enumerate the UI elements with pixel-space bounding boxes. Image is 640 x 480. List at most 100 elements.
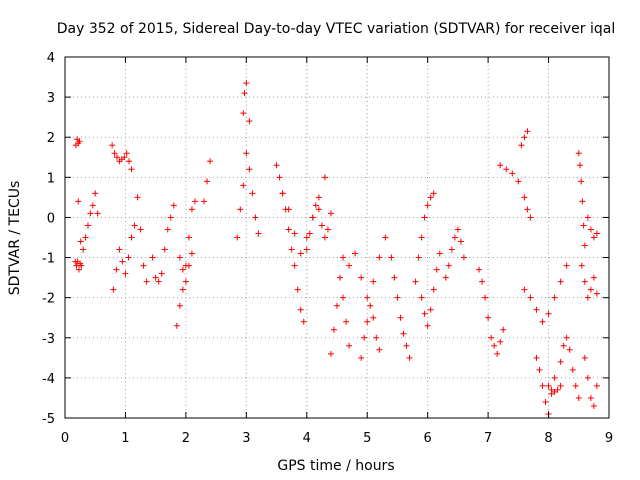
data-point: [291, 262, 298, 269]
data-point: [551, 374, 558, 381]
data-point: [551, 388, 558, 395]
data-point: [92, 190, 99, 197]
data-point: [125, 254, 132, 261]
data-point: [346, 262, 353, 269]
data-point: [87, 210, 94, 217]
data-point: [140, 262, 147, 269]
data-point: [554, 386, 561, 393]
data-point: [334, 302, 340, 309]
data-point: [557, 278, 564, 285]
data-point: [491, 342, 498, 349]
data-point: [273, 162, 280, 169]
data-point: [397, 314, 404, 321]
data-point: [557, 358, 564, 365]
data-point: [361, 334, 368, 341]
data-point: [576, 162, 583, 169]
data-point: [113, 266, 120, 273]
data-point: [116, 246, 123, 253]
data-point: [509, 170, 516, 177]
data-point: [584, 294, 591, 301]
data-points: [72, 80, 600, 417]
data-point: [451, 234, 458, 241]
data-point: [557, 382, 564, 389]
data-point: [246, 166, 253, 173]
data-point: [288, 246, 295, 253]
data-point: [454, 226, 461, 233]
data-point: [346, 342, 353, 349]
data-point: [240, 182, 247, 189]
data-point: [382, 234, 389, 241]
data-point: [427, 194, 434, 201]
y-tick-label: 3: [47, 91, 55, 106]
x-tick-label: 4: [303, 431, 311, 446]
data-point: [243, 80, 250, 87]
y-tick-label: 1: [47, 171, 55, 186]
data-point: [121, 154, 128, 161]
data-point: [524, 206, 531, 213]
y-axis-label: SDTVAR / TECUs: [7, 181, 23, 296]
data-point: [315, 206, 322, 213]
data-point: [324, 226, 331, 233]
data-point: [173, 322, 180, 329]
x-tick-labels: 0 1 2 3 4 5 6 7 8 9: [61, 431, 613, 446]
data-point: [167, 214, 174, 221]
data-point: [182, 278, 189, 285]
data-point: [134, 194, 141, 201]
data-point: [488, 334, 495, 341]
y-tick-labels: 4 3 2 1 0 -1 -2 -3 -4 -5: [42, 51, 55, 427]
data-point: [204, 178, 211, 185]
data-point: [207, 158, 214, 165]
data-point: [113, 154, 120, 161]
data-point: [581, 354, 588, 361]
data-point: [590, 274, 597, 281]
data-point: [536, 366, 543, 373]
data-point: [352, 250, 359, 257]
data-point: [518, 142, 525, 149]
data-point: [80, 246, 87, 253]
data-point: [482, 294, 489, 301]
data-point: [412, 278, 419, 285]
data-point: [188, 250, 195, 257]
data-point: [424, 202, 431, 209]
data-point: [503, 166, 510, 173]
data-point: [578, 262, 585, 269]
data-point: [581, 242, 588, 249]
data-point: [421, 214, 428, 221]
data-point: [343, 318, 350, 325]
data-point: [249, 190, 256, 197]
data-point: [587, 394, 594, 401]
data-point: [94, 210, 101, 217]
data-point: [442, 274, 449, 281]
data-point: [560, 342, 567, 349]
data-point: [109, 142, 116, 149]
data-point: [303, 246, 310, 253]
data-point: [306, 230, 313, 237]
data-point: [152, 274, 159, 281]
data-point: [119, 258, 126, 265]
data-point: [566, 346, 573, 353]
data-point: [590, 234, 597, 241]
data-point: [291, 230, 298, 237]
data-point: [303, 234, 310, 241]
data-point: [128, 234, 135, 241]
data-point: [285, 206, 292, 213]
data-point: [376, 254, 383, 261]
y-tick-label: 2: [47, 131, 55, 146]
data-point: [237, 206, 244, 213]
data-point: [533, 306, 540, 313]
data-point: [191, 198, 198, 205]
data-point: [164, 226, 171, 233]
data-point: [185, 234, 192, 241]
data-point: [593, 382, 600, 389]
data-point: [578, 178, 585, 185]
data-point: [330, 326, 337, 333]
data-point: [521, 286, 528, 293]
data-point: [533, 354, 540, 361]
x-tick-label: 2: [182, 431, 190, 446]
data-point: [170, 202, 177, 209]
data-point: [89, 202, 96, 209]
y-tick-label: -1: [42, 252, 55, 267]
data-point: [521, 194, 528, 201]
data-point: [418, 294, 425, 301]
